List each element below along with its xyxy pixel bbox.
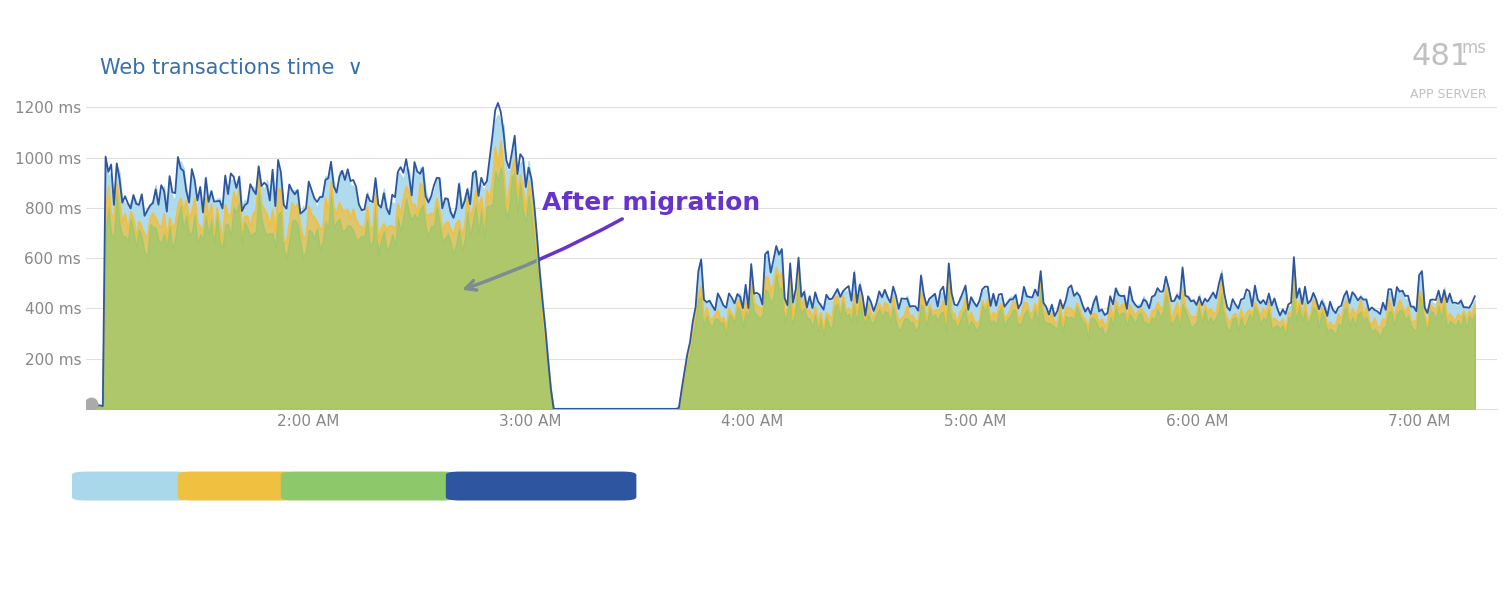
Text: MySQL: MySQL <box>215 479 262 493</box>
FancyBboxPatch shape <box>73 471 192 500</box>
Text: Web transactions time  ∨: Web transactions time ∨ <box>100 58 363 78</box>
FancyBboxPatch shape <box>178 471 298 500</box>
Text: After migration: After migration <box>466 191 761 290</box>
Text: Web external: Web external <box>324 479 414 493</box>
FancyBboxPatch shape <box>281 471 457 500</box>
FancyBboxPatch shape <box>446 471 637 500</box>
Text: APP SERVER: APP SERVER <box>1409 88 1486 100</box>
Text: ms: ms <box>1461 39 1486 57</box>
Text: 481: 481 <box>1411 42 1470 71</box>
Text: PHP: PHP <box>118 479 145 493</box>
Text: Response time: Response time <box>490 479 593 493</box>
